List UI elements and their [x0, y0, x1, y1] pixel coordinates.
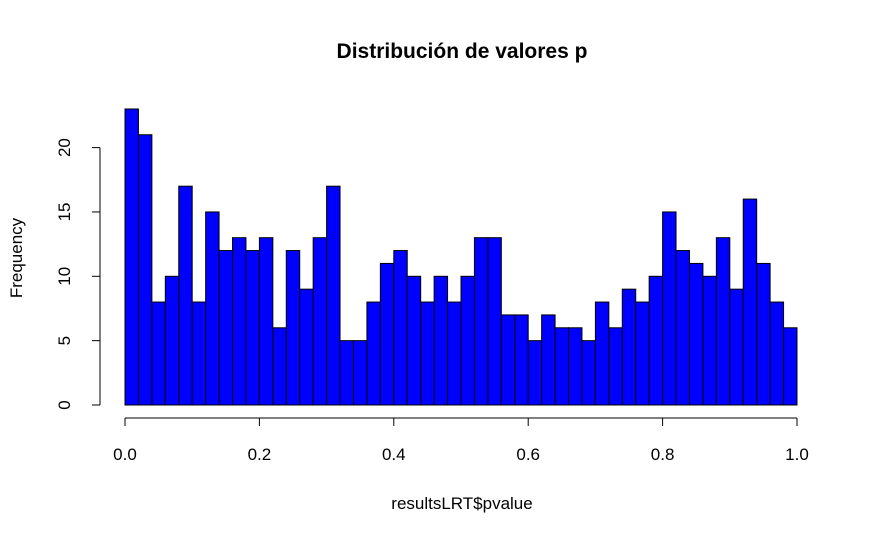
- x-axis: 0.0 0.2 0.4 0.6 0.8 1.0: [113, 417, 809, 464]
- histogram-bar: [205, 211, 220, 406]
- histogram-bar: [433, 275, 449, 406]
- histogram-bar: [366, 301, 381, 406]
- histogram-bar: [258, 237, 274, 406]
- histogram-bar: [621, 288, 637, 406]
- x-tick-label: 0.6: [516, 445, 540, 464]
- histogram-bar: [742, 198, 758, 406]
- histogram-bar: [554, 327, 570, 406]
- x-tick-label: 0.2: [248, 445, 272, 464]
- histogram-bar: [783, 327, 798, 406]
- histogram-bar: [635, 301, 650, 406]
- histogram-bar: [312, 237, 328, 406]
- x-tick-label: 0.0: [113, 445, 137, 464]
- x-tick-label: 0.4: [382, 445, 406, 464]
- histogram-bar: [487, 237, 502, 406]
- histogram-bar: [178, 185, 193, 406]
- histogram-bar: [594, 301, 610, 406]
- histogram-bar: [729, 288, 744, 406]
- x-axis-label: resultsLRT$pvalue: [391, 494, 532, 513]
- histogram-bar: [339, 340, 354, 406]
- histogram-bar: [124, 108, 139, 406]
- y-tick-label: 0: [55, 400, 74, 409]
- histogram-bar: [218, 250, 234, 406]
- histogram-bar: [420, 301, 435, 406]
- histogram-bar: [568, 327, 583, 406]
- y-tick-label: 15: [55, 202, 74, 221]
- histogram-bar: [447, 301, 462, 406]
- histogram-bar: [769, 301, 785, 406]
- bars-group: [124, 108, 798, 406]
- histogram-bar: [232, 237, 247, 406]
- histogram-bar: [500, 314, 516, 406]
- histogram-bar: [379, 262, 395, 406]
- y-axis-label: Frequency: [7, 217, 26, 298]
- histogram-bar: [675, 250, 690, 406]
- histogram-bar: [541, 314, 556, 406]
- histogram-bar: [299, 288, 314, 406]
- histogram-bar: [326, 185, 341, 406]
- histogram-bar: [648, 275, 664, 406]
- histogram-bar: [272, 327, 287, 406]
- histogram-bar: [285, 250, 301, 406]
- y-axis: 0 5 10 15 20: [55, 138, 101, 410]
- histogram-bar: [406, 275, 422, 406]
- histogram-bar: [581, 340, 596, 406]
- histogram-bar: [245, 250, 260, 406]
- histogram-bar: [151, 301, 166, 406]
- histogram-bar: [688, 262, 704, 406]
- histogram-bar: [702, 275, 717, 406]
- histogram-bar: [662, 211, 677, 406]
- histogram-bar: [460, 275, 475, 406]
- histogram-bar: [514, 314, 529, 406]
- x-tick-label: 1.0: [785, 445, 809, 464]
- histogram-bar: [608, 327, 623, 406]
- histogram-bar: [473, 237, 489, 406]
- x-tick-label: 0.8: [651, 445, 675, 464]
- histogram-bar: [191, 301, 207, 406]
- histogram-bar: [527, 340, 543, 406]
- y-tick-label: 10: [55, 267, 74, 286]
- y-tick-label: 5: [55, 336, 74, 345]
- histogram-bar: [164, 275, 180, 406]
- histogram-bar: [137, 134, 153, 406]
- histogram-bar: [756, 262, 771, 406]
- histogram-bar: [352, 340, 368, 406]
- histogram-bar: [715, 237, 731, 406]
- chart-title: Distribución de valores p: [337, 40, 588, 63]
- y-tick-label: 20: [55, 138, 74, 157]
- histogram-bar: [393, 250, 408, 406]
